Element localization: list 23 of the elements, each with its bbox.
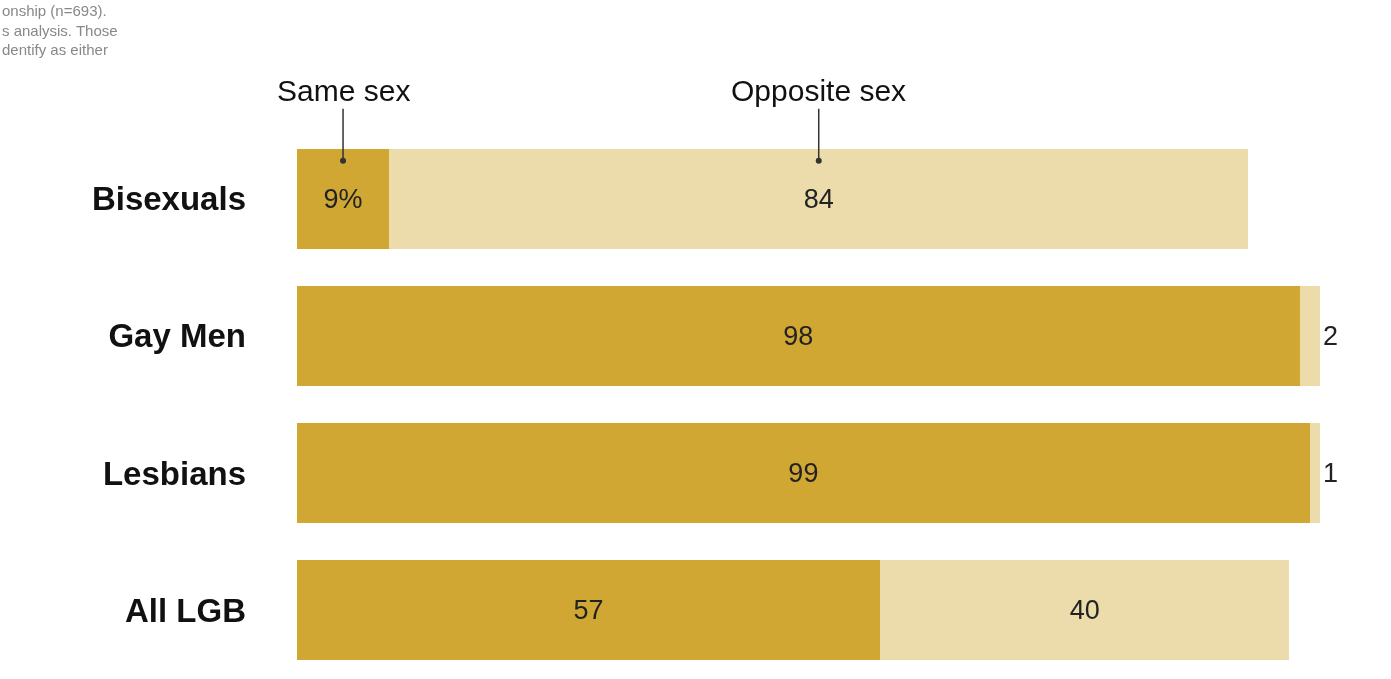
data-label: 1 <box>1323 458 1339 489</box>
bar <box>880 560 1290 661</box>
bar <box>297 148 390 249</box>
data-label: 9% <box>323 183 363 214</box>
series-label: Same sex <box>277 74 411 107</box>
data-label: 2 <box>1323 320 1339 351</box>
series-label: Opposite sex <box>731 74 907 107</box>
text: onship (n=693). s analysis. Those dentify as either <box>2 2 118 58</box>
data-label: 57 <box>573 595 604 626</box>
bar <box>297 423 1310 524</box>
bar <box>297 285 1300 386</box>
data-label: 84 <box>803 183 834 214</box>
y-tick-label: Bisexuals <box>91 180 246 218</box>
data-label: 98 <box>783 320 814 351</box>
data-label: 40 <box>1069 595 1100 626</box>
y-tick-label: All LGB <box>125 591 246 629</box>
bar <box>297 560 881 661</box>
bar <box>389 148 1249 249</box>
bar <box>1299 285 1320 386</box>
y-tick-label: Lesbians <box>102 454 246 492</box>
bar <box>1309 423 1320 524</box>
data-label: 99 <box>788 458 819 489</box>
y-tick-label: Gay Men <box>108 317 246 355</box>
